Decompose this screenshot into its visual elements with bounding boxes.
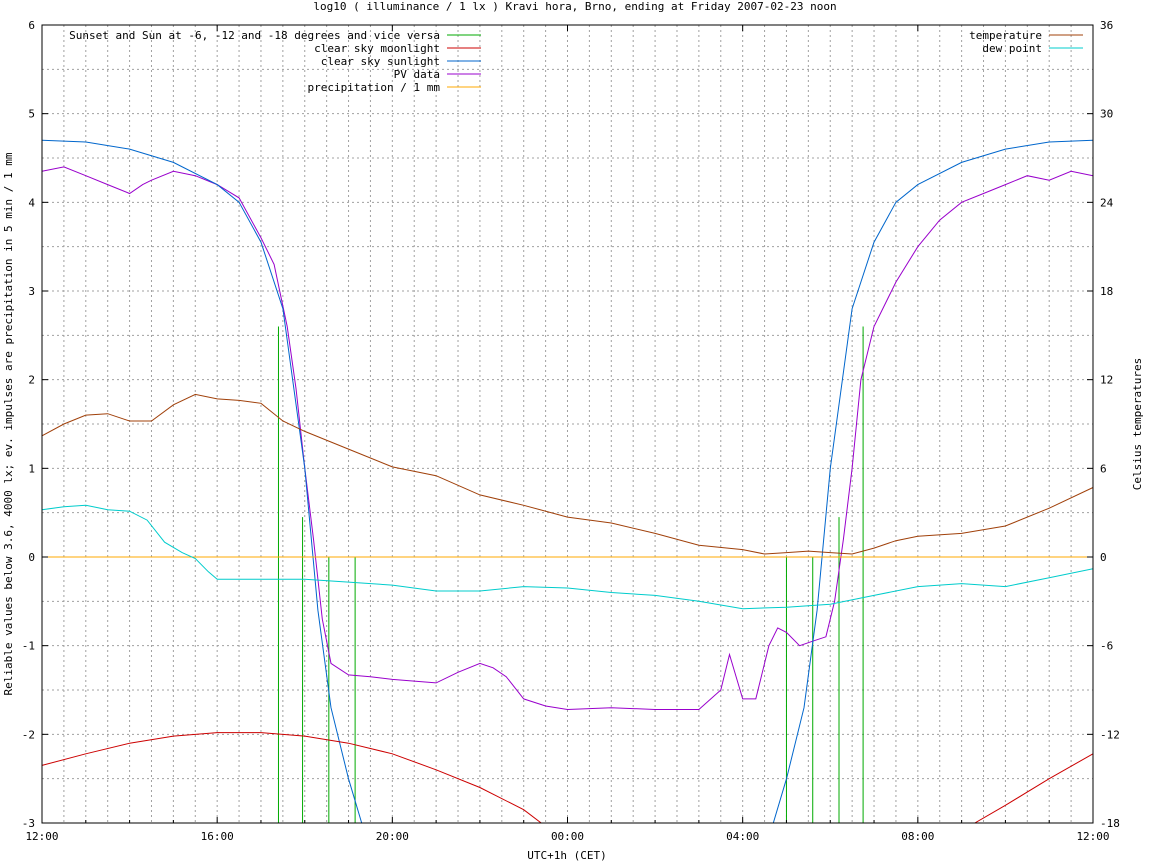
- y2-tick-label: 6: [1100, 462, 1107, 475]
- series-dew-point: [41, 504, 1094, 610]
- y2-tick-label: 18: [1100, 285, 1113, 298]
- y2-axis-label: Celsius temperatures: [1131, 358, 1144, 490]
- y-tick-label: -1: [22, 640, 35, 653]
- y2-tick-label: 36: [1100, 19, 1113, 32]
- legend-label: clear sky sunlight: [321, 55, 440, 68]
- y-tick-label: -2: [22, 728, 35, 741]
- series-pv-data: [41, 166, 1094, 711]
- x-tick-label: 04:00: [726, 830, 759, 843]
- y-tick-label: 5: [28, 108, 35, 121]
- y-tick-label: 3: [28, 285, 35, 298]
- series-clear-sky-moonlight: [41, 732, 1094, 824]
- y2-tick-label: -18: [1100, 817, 1120, 830]
- grid-layer: [42, 25, 1093, 823]
- y-tick-label: 6: [28, 19, 35, 32]
- y2-tick-label: 24: [1100, 196, 1114, 209]
- x-tick-label: 12:00: [1076, 830, 1109, 843]
- y-tick-label: 1: [28, 462, 35, 475]
- legend-label: precipitation / 1 mm: [308, 81, 441, 94]
- x-tick-label: 08:00: [901, 830, 934, 843]
- x-axis-label: UTC+1h (CET): [527, 849, 606, 862]
- legend-label: PV data: [394, 68, 440, 81]
- x-tick-label: 20:00: [376, 830, 409, 843]
- axis-layer: 12:00 16:00 20:00 00:00 04:00 08:00 12:00-3-2-…: [22, 19, 1120, 843]
- series-temperature: [41, 393, 1094, 555]
- y-tick-label: 4: [28, 196, 35, 209]
- legend-label: dew point: [982, 42, 1042, 55]
- x-tick-label: 00:00: [551, 830, 584, 843]
- legend-label: Sunset and Sun at -6, -12 and -18 degree…: [69, 29, 440, 42]
- x-tick-label: 16:00: [201, 830, 234, 843]
- legend-layer: Sunset and Sun at -6, -12 and -18 degree…: [69, 29, 1083, 94]
- y2-tick-label: -12: [1100, 728, 1120, 741]
- y-tick-label: 2: [28, 374, 35, 387]
- y2-tick-label: -6: [1100, 640, 1113, 653]
- chart-title: log10 ( illuminance / 1 lx ) Kravi hora,…: [313, 0, 836, 13]
- y-tick-label: -3: [22, 817, 35, 830]
- y2-tick-label: 12: [1100, 374, 1113, 387]
- x-tick-label: 12:00: [25, 830, 58, 843]
- y-axis-label: Reliable values below 3.6, 4000 lx; ev. …: [2, 152, 15, 695]
- legend-label: temperature: [969, 29, 1042, 42]
- y-tick-label: 0: [28, 551, 35, 564]
- y2-tick-label: 0: [1100, 551, 1107, 564]
- legend-label: clear sky moonlight: [314, 42, 440, 55]
- y2-tick-label: 30: [1100, 108, 1113, 121]
